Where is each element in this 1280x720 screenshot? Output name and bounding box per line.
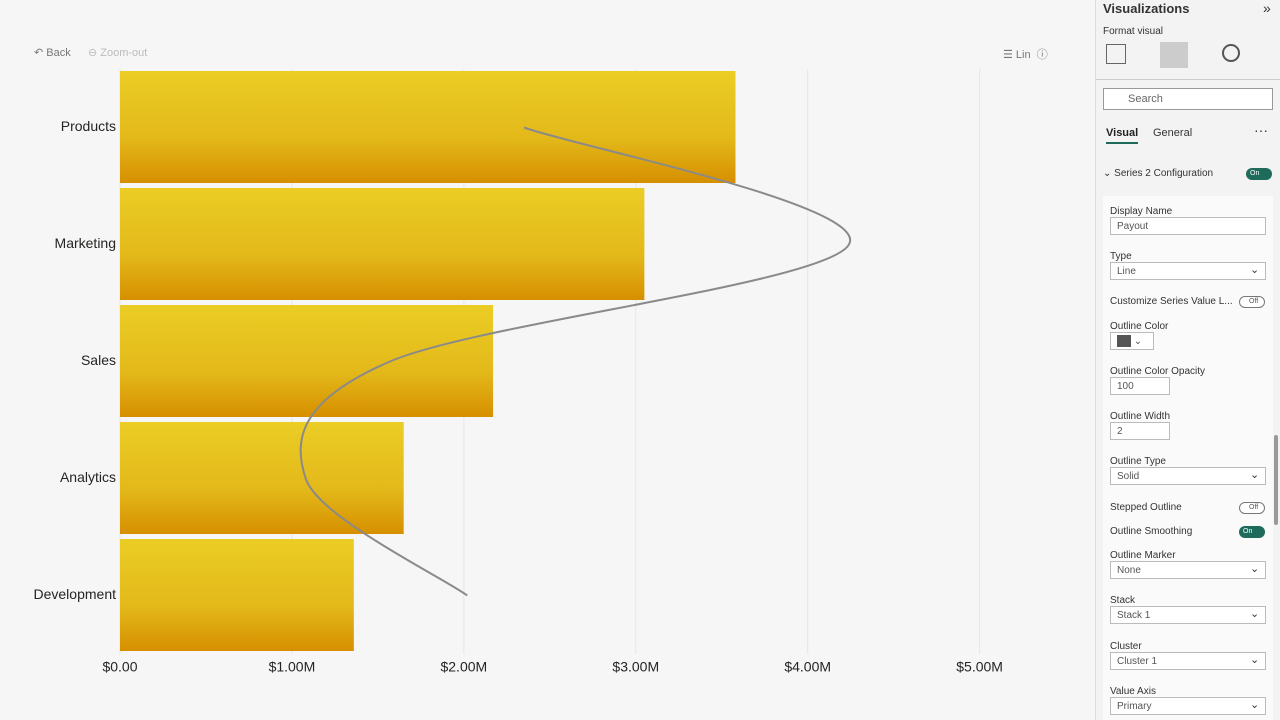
panel-title: Visualizations xyxy=(1103,1,1190,16)
input[interactable]: Payout xyxy=(1110,217,1266,235)
bar xyxy=(120,539,354,651)
bar xyxy=(120,305,494,417)
more-icon[interactable]: ··· xyxy=(1254,122,1268,138)
series-line xyxy=(299,126,852,597)
dropdown[interactable]: Solid xyxy=(1110,467,1266,485)
chart: $0.00 $1.00M $2.00M $3.00M $4.00M $5.00M Produ… xyxy=(34,69,1003,675)
format-icon[interactable] xyxy=(1160,42,1188,68)
field-label: Outline Color Opacity xyxy=(1110,366,1206,377)
section-title[interactable]: Series 2 Configuration xyxy=(1114,168,1214,179)
visualizations-panel: Visualizations » Format visual Search Vi… xyxy=(1095,0,1280,720)
back-button[interactable]: ↶ Back xyxy=(34,47,71,59)
x-tick-label: $2.00M xyxy=(440,659,487,675)
dropdown[interactable]: None xyxy=(1110,561,1266,579)
dropdown-arrow[interactable]: ⌄ xyxy=(1250,563,1260,575)
field-label: Outline Width xyxy=(1110,411,1171,422)
y-tick-label: Sales xyxy=(81,352,116,368)
toggle[interactable]: Off xyxy=(1239,502,1265,514)
panel-subtitle: Format visual xyxy=(1103,26,1164,37)
tab[interactable]: General xyxy=(1153,127,1193,139)
y-tick-label: Marketing xyxy=(55,235,116,251)
toggle[interactable]: On xyxy=(1239,526,1265,538)
section-header[interactable]: ⌄ Series 2 Configuration xyxy=(1103,168,1214,179)
section-body xyxy=(1103,196,1273,720)
field-label: Cluster xyxy=(1110,641,1142,652)
zoom-out-button[interactable]: ⊖ Zoom-out xyxy=(88,47,148,59)
x-tick-label: $5.00M xyxy=(956,659,1003,675)
search-placeholder[interactable]: Search xyxy=(1128,93,1163,105)
search-box[interactable]: Search xyxy=(1103,88,1273,110)
tab[interactable]: Visual xyxy=(1106,127,1139,144)
bar xyxy=(120,422,404,534)
view-label[interactable]: Lin xyxy=(1015,49,1031,61)
bar xyxy=(120,71,736,183)
scrollbar[interactable] xyxy=(1274,435,1278,525)
build-icon[interactable] xyxy=(1106,44,1126,64)
y-tick-label: Products xyxy=(61,118,116,134)
x-tick-label: $1.00M xyxy=(269,659,316,675)
input[interactable]: 2 xyxy=(1110,422,1170,440)
input[interactable]: 100 xyxy=(1110,377,1170,395)
x-tick-label: $3.00M xyxy=(612,659,659,675)
color-picker[interactable]: ⌄ xyxy=(1110,332,1154,350)
field-label: Stack xyxy=(1110,595,1136,606)
field-label: Value Axis xyxy=(1110,686,1156,697)
dropdown[interactable]: Cluster 1 xyxy=(1110,652,1266,670)
field-label: Display Name xyxy=(1110,206,1173,217)
bar xyxy=(120,188,645,300)
section-toggle[interactable]: On xyxy=(1246,168,1272,180)
field-label: Outline Color xyxy=(1110,321,1169,332)
collapse-icon[interactable]: » xyxy=(1263,0,1271,16)
x-tick-label: $4.00M xyxy=(784,659,831,675)
field-label: Stepped Outline xyxy=(1110,502,1182,513)
field-label: Outline Smoothing xyxy=(1110,526,1193,537)
dropdown-arrow[interactable]: ⌄ xyxy=(1250,469,1260,481)
zoom-out-label[interactable]: Zoom-out xyxy=(100,47,148,59)
dropdown-arrow[interactable]: ⌄ xyxy=(1250,608,1260,620)
field-label: Customize Series Value L... xyxy=(1110,296,1233,307)
y-tick-label: Analytics xyxy=(60,469,116,485)
analytics-icon[interactable] xyxy=(1222,44,1240,62)
field-label: Outline Type xyxy=(1110,456,1166,467)
dropdown[interactable]: Line xyxy=(1110,262,1266,280)
toggle[interactable]: Off xyxy=(1239,296,1265,308)
y-tick-label: Development xyxy=(34,586,117,602)
field-label: Type xyxy=(1110,251,1132,262)
field-label: Outline Marker xyxy=(1110,550,1176,561)
dropdown-arrow[interactable]: ⌄ xyxy=(1250,264,1260,276)
view-toggle[interactable]: ☰ Lin ⓘ xyxy=(1003,49,1048,61)
divider xyxy=(1096,79,1280,80)
x-tick-label: $0.00 xyxy=(102,659,137,675)
back-label[interactable]: Back xyxy=(46,47,71,59)
dropdown[interactable]: Stack 1 xyxy=(1110,606,1266,624)
dropdown-arrow[interactable]: ⌄ xyxy=(1250,699,1260,711)
dropdown[interactable]: Primary xyxy=(1110,697,1266,715)
dropdown-arrow[interactable]: ⌄ xyxy=(1250,654,1260,666)
